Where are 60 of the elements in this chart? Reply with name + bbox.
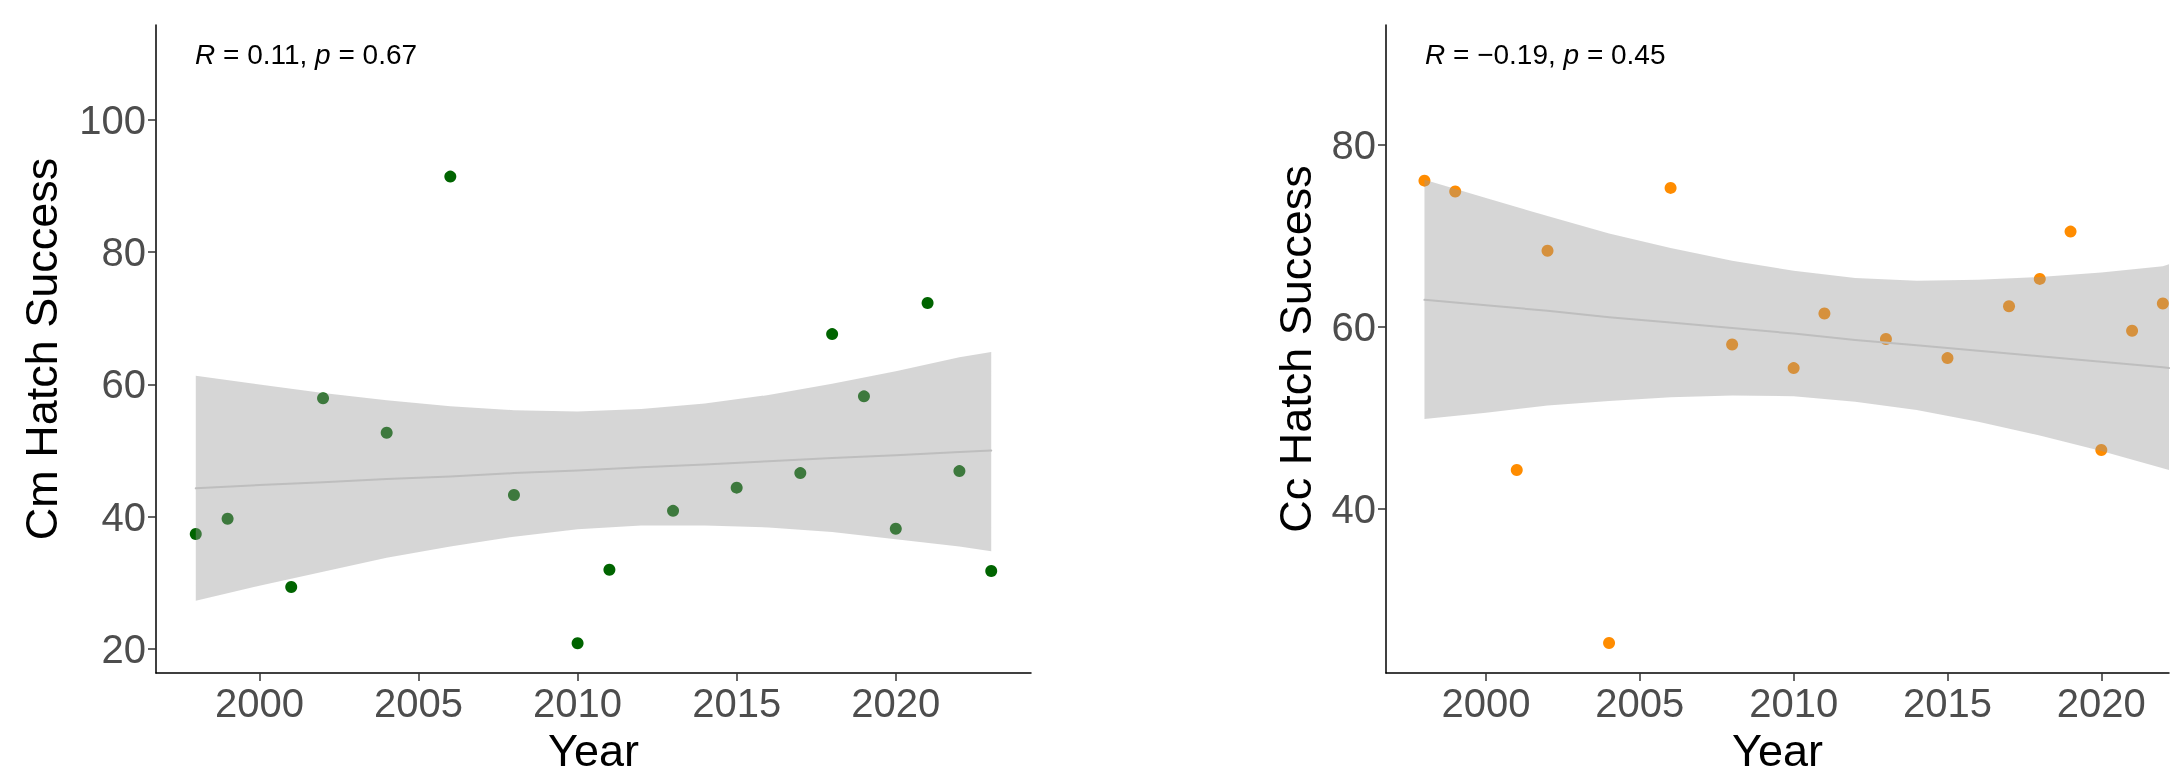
point: [189, 528, 202, 540]
x-axis-title: Year: [1732, 724, 1823, 776]
point: [889, 522, 902, 535]
point: [1941, 352, 1954, 365]
y-tick-label: 80: [1331, 123, 1376, 168]
point: [317, 392, 330, 405]
point: [794, 467, 807, 480]
annotation: R = 0.11, p = 0.67: [195, 38, 418, 70]
point: [985, 565, 998, 578]
point: [1603, 636, 1616, 649]
annotation: R = −0.19, p = 0.45: [1425, 38, 1666, 70]
y-axis-title: Cc Hatch Success: [1270, 165, 1321, 533]
x-tick-label: 2000: [1441, 681, 1531, 725]
x-tick-label: 2015: [1902, 681, 1992, 725]
line-series: [194, 449, 993, 490]
point: [571, 637, 584, 650]
point: [1664, 181, 1677, 194]
point: [921, 297, 934, 309]
point: [2095, 444, 2108, 457]
x-tick-label: 2020: [2056, 681, 2146, 725]
point: [826, 328, 839, 341]
y-tick-label: 40: [1331, 487, 1376, 532]
point: [221, 512, 234, 525]
point: [667, 504, 680, 517]
y-tick-label: 40: [101, 494, 146, 539]
point: [1418, 174, 1431, 187]
y-axis-title: Cm Hatch Success: [16, 157, 67, 541]
y-tick-label: 100: [79, 97, 146, 142]
point: [1787, 362, 1800, 375]
point: [1510, 464, 1523, 477]
point: [2156, 297, 2169, 310]
point: [953, 465, 966, 478]
point: [1726, 338, 1739, 351]
x-tick-label: 2005: [374, 681, 463, 725]
y-tick-label: 60: [101, 362, 146, 407]
point: [444, 170, 457, 183]
x-tick-label: 2015: [692, 681, 782, 725]
point: [2126, 324, 2139, 337]
point: [1449, 185, 1462, 198]
point: [603, 563, 616, 576]
point: [507, 488, 520, 501]
y-tick-label: 60: [1331, 305, 1376, 350]
x-tick-label: 2020: [851, 681, 941, 725]
point: [380, 426, 393, 439]
y-tick-label: 20: [101, 627, 146, 672]
x-tick-label: 2000: [214, 681, 304, 725]
point: [730, 481, 743, 494]
x-tick-label: 2010: [1749, 681, 1839, 725]
x-tick-label: 2005: [1595, 681, 1685, 725]
line-series: [1423, 298, 2170, 370]
point: [857, 390, 870, 403]
point: [1818, 307, 1831, 320]
point: [1541, 244, 1554, 257]
point: [2064, 225, 2077, 238]
point: [2003, 300, 2016, 313]
x-axis-title: Year: [548, 724, 639, 776]
point: [2033, 272, 2046, 285]
y-tick-label: 80: [101, 230, 146, 275]
x-tick-label: 2010: [533, 681, 623, 725]
point: [285, 580, 298, 593]
